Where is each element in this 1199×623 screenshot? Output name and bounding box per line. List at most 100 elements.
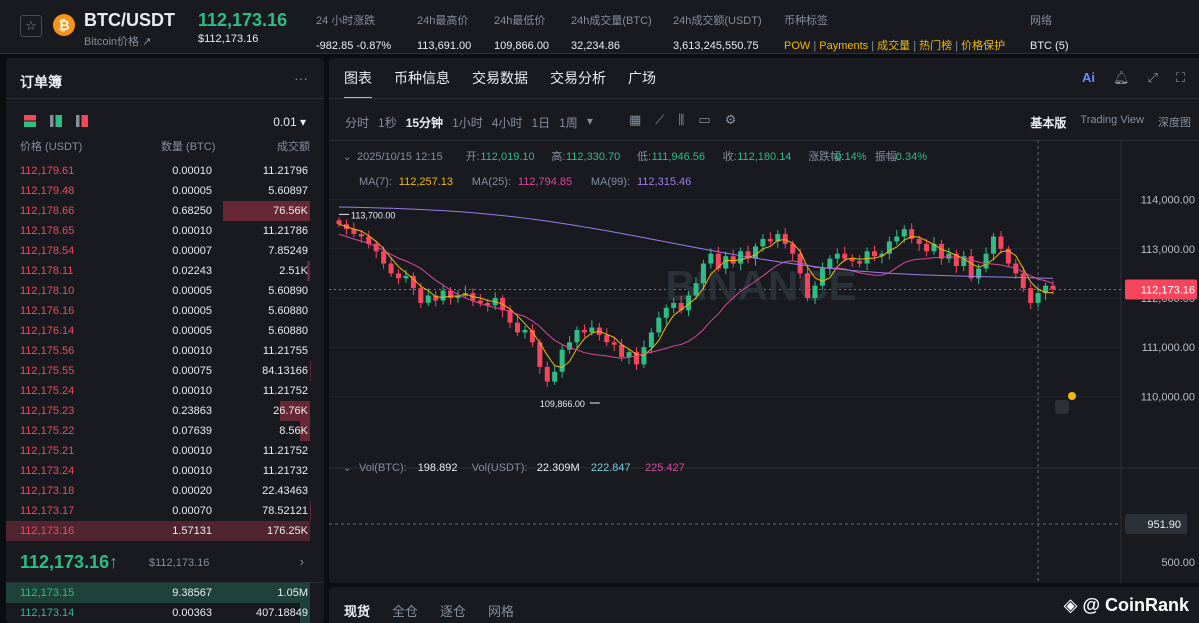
interval-1w[interactable]: 1周 xyxy=(559,116,578,130)
note-icon xyxy=(1055,400,1069,414)
ma-ma25: 112,794.85 xyxy=(518,176,572,188)
chevron-right-icon[interactable]: › xyxy=(299,554,304,569)
interval-1d[interactable]: 1日 xyxy=(531,116,551,130)
low-annotation: 109,866.00 xyxy=(540,399,585,409)
ask-price: 112,178.66 xyxy=(20,205,75,217)
more-options-icon[interactable]: ··· xyxy=(294,70,308,86)
candle-body xyxy=(775,234,781,242)
view-tradingview[interactable]: Trading View xyxy=(1080,114,1144,126)
info-low_l: 低: xyxy=(637,150,651,163)
ask-row[interactable]: 112,173.24 0.00010 11.21732 xyxy=(6,461,324,481)
bell-icon[interactable]: 🔔︎ xyxy=(1112,70,1130,85)
symbol-name[interactable]: BTC/USDT xyxy=(84,10,175,30)
tag-payments[interactable]: Payments xyxy=(819,40,869,52)
interval-4h[interactable]: 4小时 xyxy=(491,116,523,130)
ask-price: 112,175.56 xyxy=(20,345,75,357)
ask-price: 112,179.48 xyxy=(20,185,75,197)
ai-icon[interactable]: Ai xyxy=(1081,70,1095,85)
interval-time[interactable]: 分时 xyxy=(345,116,370,130)
calendar-icon[interactable]: ▦ xyxy=(629,112,642,127)
candle-body xyxy=(366,236,372,244)
ask-row[interactable]: 112,175.24 0.00010 11.21752 xyxy=(6,381,324,401)
tab-square[interactable]: 广场 xyxy=(628,70,656,86)
bid-price: 112,173.14 xyxy=(20,607,75,619)
depth-bar xyxy=(6,583,310,603)
interval-15m[interactable]: 15分钟 xyxy=(405,116,444,130)
ask-row[interactable]: 112,175.23 0.23863 26.76K xyxy=(6,401,324,421)
candle-body xyxy=(574,329,580,343)
expand-icon[interactable]: ⤢ xyxy=(1147,70,1158,85)
ask-qty: 0.00005 xyxy=(172,185,212,197)
candle-body xyxy=(1005,248,1011,264)
precision-select[interactable]: 0.01 ▾ xyxy=(273,115,306,129)
tab-isolated[interactable]: 逐仓 xyxy=(440,604,467,619)
view-basic[interactable]: 基本版 xyxy=(1030,116,1067,130)
book-asks-icon[interactable] xyxy=(76,115,88,127)
tab-trade-data[interactable]: 交易数据 xyxy=(472,70,528,86)
interval-1s[interactable]: 1秒 xyxy=(378,116,397,130)
ask-total: 5.60897 xyxy=(268,185,308,197)
ask-row[interactable]: 112,175.56 0.00010 11.21755 xyxy=(6,341,324,361)
stat-label: 24h成交量(BTC) xyxy=(571,15,652,27)
ask-row[interactable]: 112,175.21 0.00010 11.21752 xyxy=(6,441,324,461)
layout-icon[interactable]: ▭ xyxy=(698,112,711,127)
ask-row[interactable]: 112,173.17 0.00070 78.52121 xyxy=(6,501,324,521)
fullscreen-icon[interactable]: ⛶ xyxy=(1175,70,1185,85)
tag-price-protection[interactable]: 价格保护 xyxy=(961,40,1006,52)
tab-spot[interactable]: 现货 xyxy=(344,604,371,619)
tab-cross[interactable]: 全仓 xyxy=(392,604,419,619)
tag-hot[interactable]: 热门榜 xyxy=(919,40,953,52)
info-open_l: 开: xyxy=(466,151,480,163)
candle-body xyxy=(767,238,773,242)
tag-volume[interactable]: 成交量 xyxy=(877,40,911,52)
ask-row[interactable]: 112,178.66 0.68250 76.56K xyxy=(6,201,324,221)
bid-row[interactable]: 112,173.14 0.00363 407.18849 xyxy=(6,603,324,623)
tag-pow[interactable]: POW xyxy=(784,40,811,52)
ask-row[interactable]: 112,176.14 0.00005 5.60880 xyxy=(6,321,324,341)
ask-row[interactable]: 112,178.54 0.00007 7.85249 xyxy=(6,241,324,261)
ask-row[interactable]: 112,179.48 0.00005 5.60897 xyxy=(6,181,324,201)
book-bids-icon[interactable] xyxy=(50,115,62,127)
info-open: 112,019.10 xyxy=(480,151,534,163)
candle-body xyxy=(396,273,401,279)
ask-row[interactable]: 112,173.18 0.00020 22.43463 xyxy=(6,481,324,501)
tab-chart[interactable]: 图表 xyxy=(344,68,372,99)
candle-body xyxy=(879,253,885,257)
ask-row[interactable]: 112,178.10 0.00005 5.60890 xyxy=(6,281,324,301)
candle-type-icon[interactable]: ⫼ xyxy=(678,112,685,127)
svg-text:⌄: ⌄ xyxy=(343,152,351,163)
tab-coin-info[interactable]: 币种信息 xyxy=(394,70,450,86)
favorite-star-icon[interactable]: ☆ xyxy=(20,15,42,37)
candle-body xyxy=(567,342,573,350)
candle-body xyxy=(745,251,751,259)
tab-grid[interactable]: 网格 xyxy=(488,604,515,619)
grid-lines xyxy=(329,140,1199,583)
candle-body xyxy=(611,342,617,345)
network-value[interactable]: BTC (5) xyxy=(1030,40,1069,52)
candle-body xyxy=(938,243,944,259)
candle-body xyxy=(983,253,989,269)
book-both-icon[interactable] xyxy=(24,115,36,127)
ask-row[interactable]: 112,173.16 1.57131 176.25K xyxy=(6,521,324,541)
settings-icon[interactable]: ⚙ xyxy=(724,112,737,127)
view-depth[interactable]: 深度图 xyxy=(1158,117,1191,129)
ask-total: 8.56K xyxy=(279,425,308,437)
interval-1h[interactable]: 1小时 xyxy=(452,116,483,130)
candle-body xyxy=(656,317,662,333)
bid-total: 1.05M xyxy=(277,587,308,599)
ask-row[interactable]: 112,179.61 0.00010 11.21796 xyxy=(6,161,324,181)
indicator-icon[interactable]: ⟋ xyxy=(655,112,665,127)
col-total: 成交额 xyxy=(277,141,310,153)
coin-info-link[interactable]: Bitcoin价格 ↗ xyxy=(84,36,152,48)
tab-trade-analysis[interactable]: 交易分析 xyxy=(550,70,606,86)
ask-total: 84.13166 xyxy=(262,365,308,377)
ask-row[interactable]: 112,175.55 0.00075 84.13166 xyxy=(6,361,324,381)
ask-row[interactable]: 112,175.22 0.07639 8.56K xyxy=(6,421,324,441)
stat-label: 24h最低价 xyxy=(494,15,546,27)
ask-row[interactable]: 112,178.11 0.02243 2.51K xyxy=(6,261,324,281)
chevron-down-icon[interactable]: ▾ xyxy=(586,114,593,128)
ask-row[interactable]: 112,176.16 0.00005 5.60880 xyxy=(6,301,324,321)
ask-row[interactable]: 112,178.65 0.00010 11.21786 xyxy=(6,221,324,241)
bid-row[interactable]: 112,173.15 9.38567 1.05M xyxy=(6,583,324,603)
